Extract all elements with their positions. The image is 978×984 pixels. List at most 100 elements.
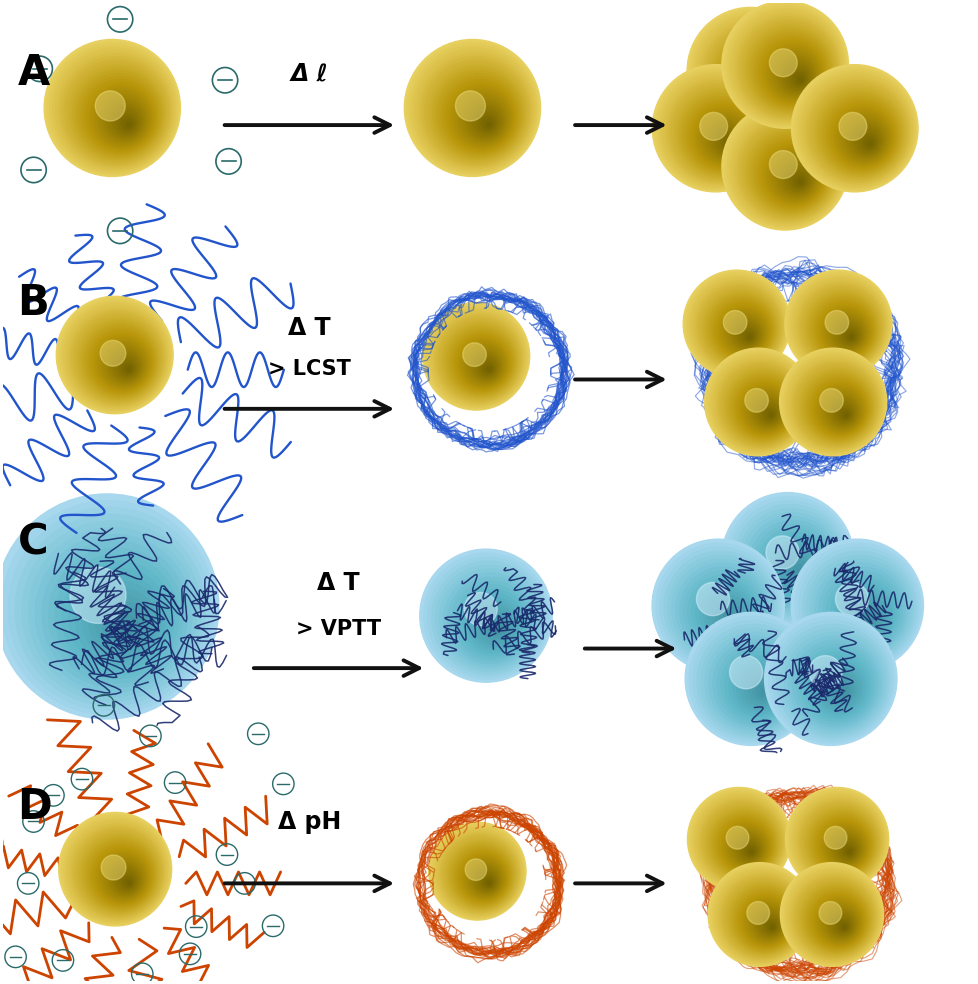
Circle shape xyxy=(701,115,748,161)
Circle shape xyxy=(735,380,792,437)
Circle shape xyxy=(838,112,889,163)
Circle shape xyxy=(9,508,209,710)
Circle shape xyxy=(734,55,762,83)
Circle shape xyxy=(724,652,790,718)
Circle shape xyxy=(103,342,146,386)
Circle shape xyxy=(792,876,875,958)
Circle shape xyxy=(72,827,163,917)
Circle shape xyxy=(407,42,538,175)
Circle shape xyxy=(797,283,883,370)
Circle shape xyxy=(455,91,510,146)
Circle shape xyxy=(699,800,782,884)
Circle shape xyxy=(719,820,771,872)
Circle shape xyxy=(761,917,778,934)
Circle shape xyxy=(804,807,876,880)
Circle shape xyxy=(718,131,738,153)
Circle shape xyxy=(788,561,808,581)
Circle shape xyxy=(449,330,513,394)
Circle shape xyxy=(461,96,506,143)
Circle shape xyxy=(745,25,833,114)
Circle shape xyxy=(769,151,796,178)
Circle shape xyxy=(475,356,497,378)
Circle shape xyxy=(444,838,515,910)
Circle shape xyxy=(438,832,519,914)
Circle shape xyxy=(837,324,859,345)
Circle shape xyxy=(842,925,845,929)
Circle shape xyxy=(114,355,138,379)
Circle shape xyxy=(458,93,508,144)
Circle shape xyxy=(752,680,772,701)
Circle shape xyxy=(472,867,499,893)
Circle shape xyxy=(446,83,514,151)
Circle shape xyxy=(786,273,890,377)
Circle shape xyxy=(479,873,495,890)
Circle shape xyxy=(772,620,891,740)
Circle shape xyxy=(89,588,156,656)
Circle shape xyxy=(92,88,152,148)
Circle shape xyxy=(827,830,862,865)
Circle shape xyxy=(750,31,830,111)
Circle shape xyxy=(753,135,828,211)
Circle shape xyxy=(434,829,522,916)
Circle shape xyxy=(418,54,532,168)
Circle shape xyxy=(725,880,800,956)
Circle shape xyxy=(107,102,143,139)
Circle shape xyxy=(736,324,757,345)
Circle shape xyxy=(850,599,883,633)
Circle shape xyxy=(443,573,536,666)
Circle shape xyxy=(15,515,205,706)
Circle shape xyxy=(820,668,859,708)
Circle shape xyxy=(740,513,840,612)
Circle shape xyxy=(104,857,145,899)
Text: B: B xyxy=(18,281,49,324)
Circle shape xyxy=(726,47,789,111)
Circle shape xyxy=(446,840,514,909)
Circle shape xyxy=(833,107,892,166)
Circle shape xyxy=(742,23,835,115)
Circle shape xyxy=(707,863,811,966)
Circle shape xyxy=(122,622,134,634)
Circle shape xyxy=(50,45,177,173)
Circle shape xyxy=(814,897,862,946)
Circle shape xyxy=(794,878,873,957)
Circle shape xyxy=(705,26,802,124)
Circle shape xyxy=(836,839,857,860)
Circle shape xyxy=(467,102,503,139)
Circle shape xyxy=(763,43,822,102)
Circle shape xyxy=(94,848,151,904)
Circle shape xyxy=(428,309,525,406)
Circle shape xyxy=(431,561,544,674)
Circle shape xyxy=(491,621,504,635)
Circle shape xyxy=(865,139,873,148)
Circle shape xyxy=(75,71,161,157)
Circle shape xyxy=(793,796,883,886)
Circle shape xyxy=(715,359,804,449)
Circle shape xyxy=(75,575,165,665)
Circle shape xyxy=(670,84,767,181)
Circle shape xyxy=(720,648,793,721)
Circle shape xyxy=(477,871,496,891)
Circle shape xyxy=(792,362,877,448)
Circle shape xyxy=(460,340,507,387)
Circle shape xyxy=(844,331,855,341)
Circle shape xyxy=(105,345,144,385)
Circle shape xyxy=(724,368,799,444)
Circle shape xyxy=(56,555,178,679)
Circle shape xyxy=(808,891,866,950)
Circle shape xyxy=(795,645,875,724)
Circle shape xyxy=(64,304,168,409)
Circle shape xyxy=(824,908,856,939)
Circle shape xyxy=(807,292,877,364)
Circle shape xyxy=(440,321,518,400)
Circle shape xyxy=(480,361,494,375)
Circle shape xyxy=(482,363,493,374)
Circle shape xyxy=(833,320,862,348)
Circle shape xyxy=(801,885,869,953)
Circle shape xyxy=(772,154,818,200)
Circle shape xyxy=(686,99,758,171)
Circle shape xyxy=(738,326,756,344)
Circle shape xyxy=(723,878,802,957)
Circle shape xyxy=(721,1,848,128)
Circle shape xyxy=(824,311,848,335)
Circle shape xyxy=(438,74,519,155)
